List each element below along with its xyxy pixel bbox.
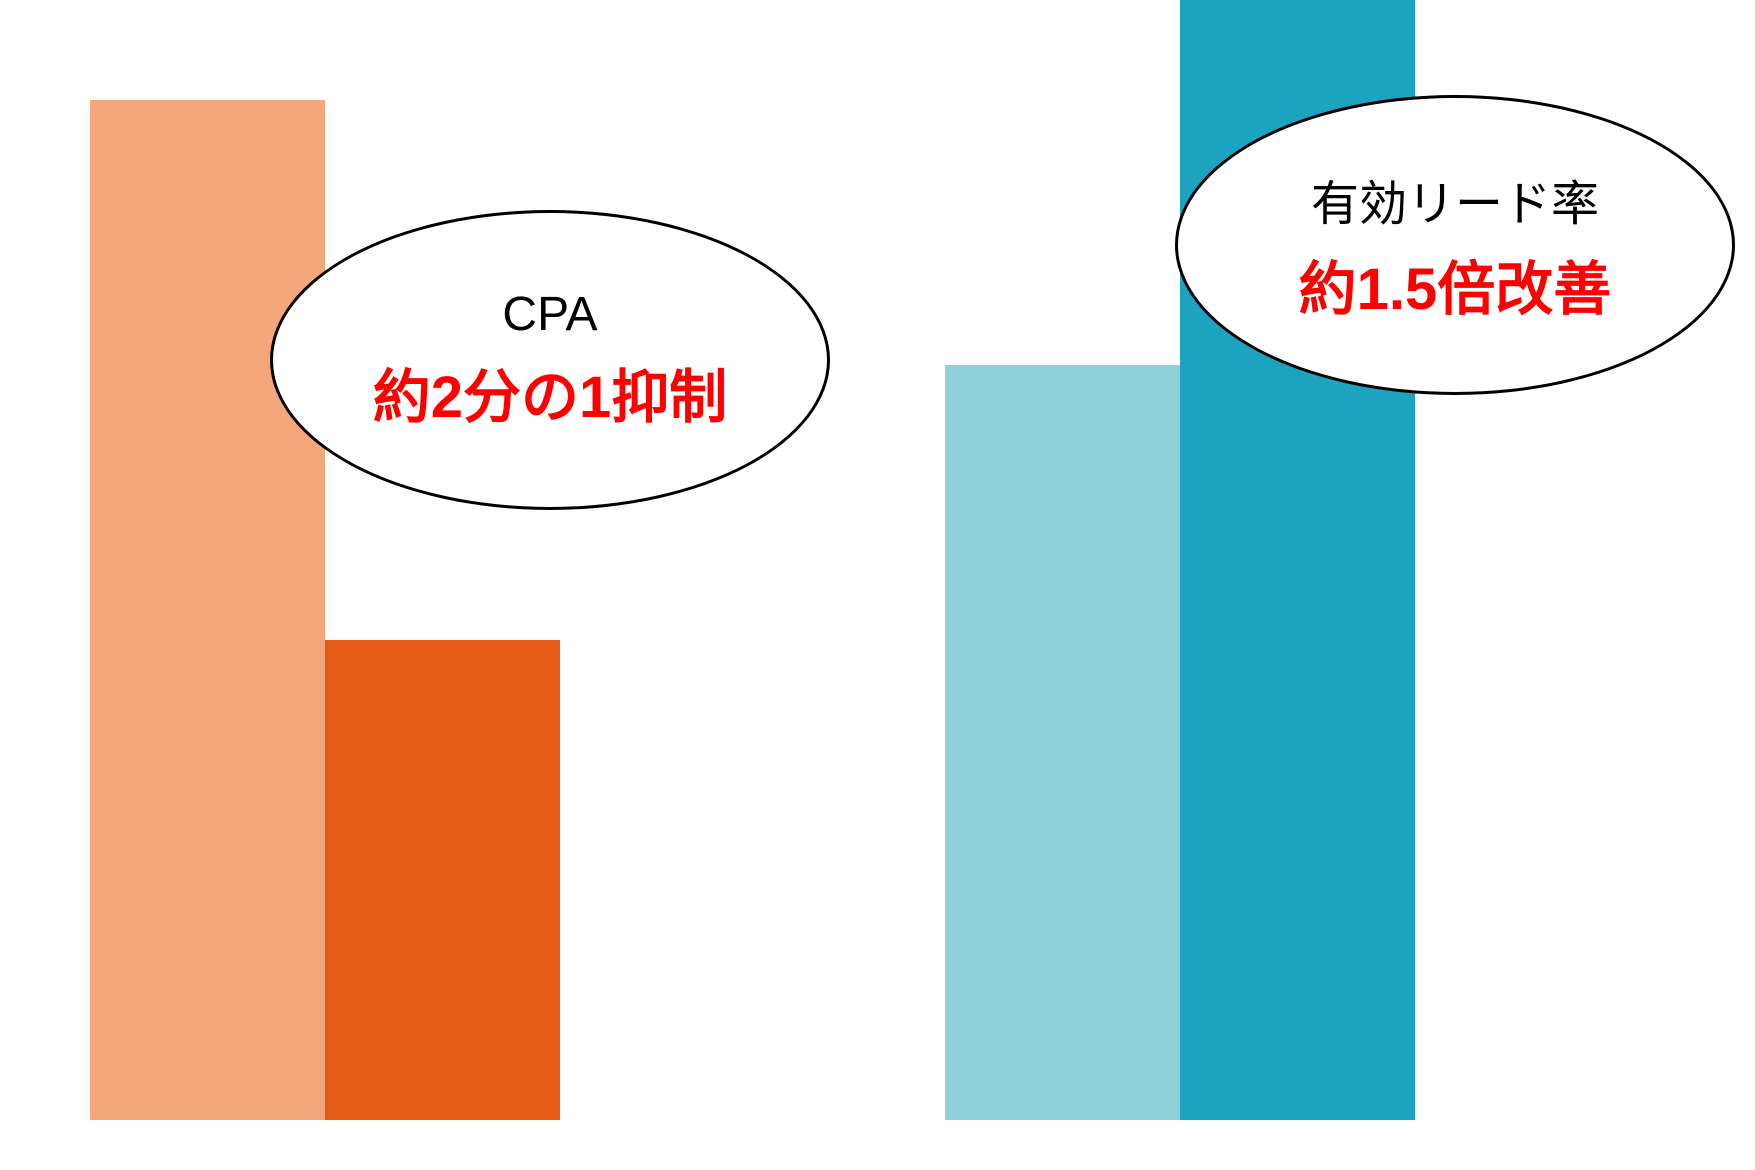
- lead-rate-callout-highlight: 約1.5倍改善: [1299, 242, 1612, 326]
- bar: [90, 100, 325, 1120]
- cpa-callout-highlight: 約2分の1抑制: [373, 350, 728, 434]
- lead-rate-callout-title: 有効リード率: [1311, 164, 1599, 234]
- bar: [325, 640, 560, 1120]
- cpa-callout-title: CPA: [502, 287, 597, 342]
- cpa-callout: CPA 約2分の1抑制: [270, 210, 830, 510]
- lead-rate-callout: 有効リード率 約1.5倍改善: [1175, 95, 1735, 395]
- bar: [945, 365, 1180, 1120]
